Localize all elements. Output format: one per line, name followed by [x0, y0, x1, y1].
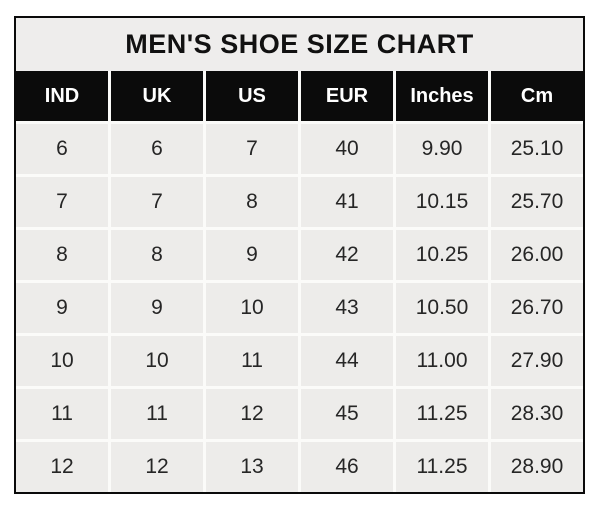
table-cell-r2-eur: 42 — [301, 230, 393, 280]
table-cell-r4-cm: 27.90 — [491, 336, 583, 386]
table-cell-r6-eur: 46 — [301, 442, 393, 492]
table-cell-r6-ind: 12 — [16, 442, 108, 492]
table-cell-r3-cm: 26.70 — [491, 283, 583, 333]
table-cell-r1-inches: 10.15 — [396, 177, 488, 227]
table-cell-r3-inches: 10.50 — [396, 283, 488, 333]
table-cell-r4-eur: 44 — [301, 336, 393, 386]
table-cell-r1-ind: 7 — [16, 177, 108, 227]
table-cell-r3-eur: 43 — [301, 283, 393, 333]
table-cell-r5-inches: 11.25 — [396, 389, 488, 439]
table-cell-r1-us: 8 — [206, 177, 298, 227]
table-cell-r4-uk: 10 — [111, 336, 203, 386]
column-header-ind: IND — [16, 71, 108, 121]
table-grid: IND UK US EUR Inches Cm 6 6 7 40 9.90 25.10 7 7 8 41 10.… — [16, 71, 583, 492]
column-header-us: US — [206, 71, 298, 121]
shoe-size-chart-table: MEN'S SHOE SIZE CHART IND UK US EUR Inches Cm… — [14, 16, 585, 494]
table-cell-r2-ind: 8 — [16, 230, 108, 280]
table-cell-r4-inches: 11.00 — [396, 336, 488, 386]
table-cell-r3-uk: 9 — [111, 283, 203, 333]
table-cell-r6-uk: 12 — [111, 442, 203, 492]
table-cell-r1-uk: 7 — [111, 177, 203, 227]
table-cell-r3-ind: 9 — [16, 283, 108, 333]
table-cell-r0-cm: 25.10 — [491, 124, 583, 174]
table-cell-r0-us: 7 — [206, 124, 298, 174]
table-cell-r2-inches: 10.25 — [396, 230, 488, 280]
table-cell-r4-ind: 10 — [16, 336, 108, 386]
table-cell-r6-us: 13 — [206, 442, 298, 492]
column-header-inches: Inches — [396, 71, 488, 121]
table-cell-r6-cm: 28.90 — [491, 442, 583, 492]
table-cell-r2-us: 9 — [206, 230, 298, 280]
table-cell-r1-eur: 41 — [301, 177, 393, 227]
table-cell-r5-ind: 11 — [16, 389, 108, 439]
table-cell-r2-cm: 26.00 — [491, 230, 583, 280]
table-cell-r3-us: 10 — [206, 283, 298, 333]
column-header-uk: UK — [111, 71, 203, 121]
table-cell-r4-us: 11 — [206, 336, 298, 386]
column-header-eur: EUR — [301, 71, 393, 121]
table-cell-r5-us: 12 — [206, 389, 298, 439]
column-header-cm: Cm — [491, 71, 583, 121]
table-cell-r1-cm: 25.70 — [491, 177, 583, 227]
table-cell-r5-cm: 28.30 — [491, 389, 583, 439]
table-cell-r0-eur: 40 — [301, 124, 393, 174]
table-cell-r5-uk: 11 — [111, 389, 203, 439]
table-cell-r0-ind: 6 — [16, 124, 108, 174]
table-cell-r0-uk: 6 — [111, 124, 203, 174]
chart-title: MEN'S SHOE SIZE CHART — [16, 18, 583, 71]
table-cell-r5-eur: 45 — [301, 389, 393, 439]
table-cell-r6-inches: 11.25 — [396, 442, 488, 492]
table-cell-r0-inches: 9.90 — [396, 124, 488, 174]
table-cell-r2-uk: 8 — [111, 230, 203, 280]
